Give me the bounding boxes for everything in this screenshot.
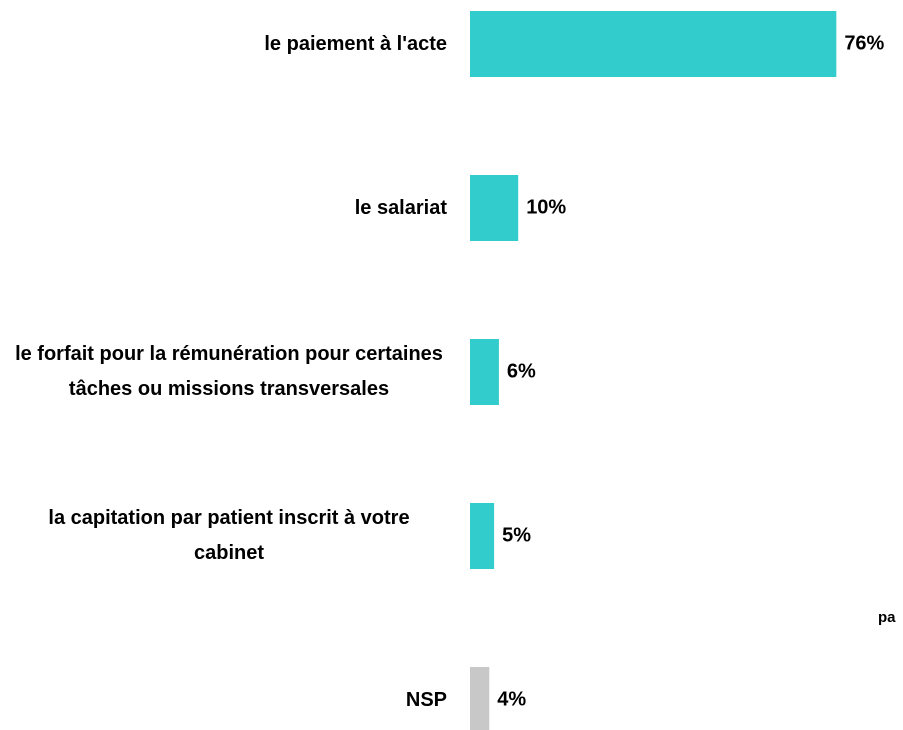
annotation: pa (878, 609, 896, 626)
value-label: 6% (507, 360, 536, 382)
bar (470, 11, 837, 77)
bar (470, 667, 490, 730)
bar (470, 339, 499, 405)
category-label-box: la capitation par patient inscrit à votr… (11, 476, 447, 596)
category-label-box: le paiement à l'acte (264, 0, 447, 104)
value-label: 5% (502, 524, 531, 546)
category-label: le salariat (354, 196, 447, 219)
category-label: le paiement à l'acte (264, 32, 447, 55)
bar (470, 175, 519, 241)
value-label: 4% (497, 688, 526, 710)
category-label: la capitation par patient inscrit à votr… (48, 507, 410, 564)
category-label-box: NSP (406, 640, 447, 730)
category-label-box: le salariat (355, 148, 447, 268)
value-label: 10% (526, 196, 566, 218)
category-label-box: le forfait pour la rémunération pour cer… (11, 312, 447, 432)
value-label: 76% (844, 32, 884, 54)
bar (470, 503, 495, 569)
category-label: le forfait pour la rémunération pour cer… (15, 343, 443, 400)
category-label: NSP (405, 688, 447, 711)
